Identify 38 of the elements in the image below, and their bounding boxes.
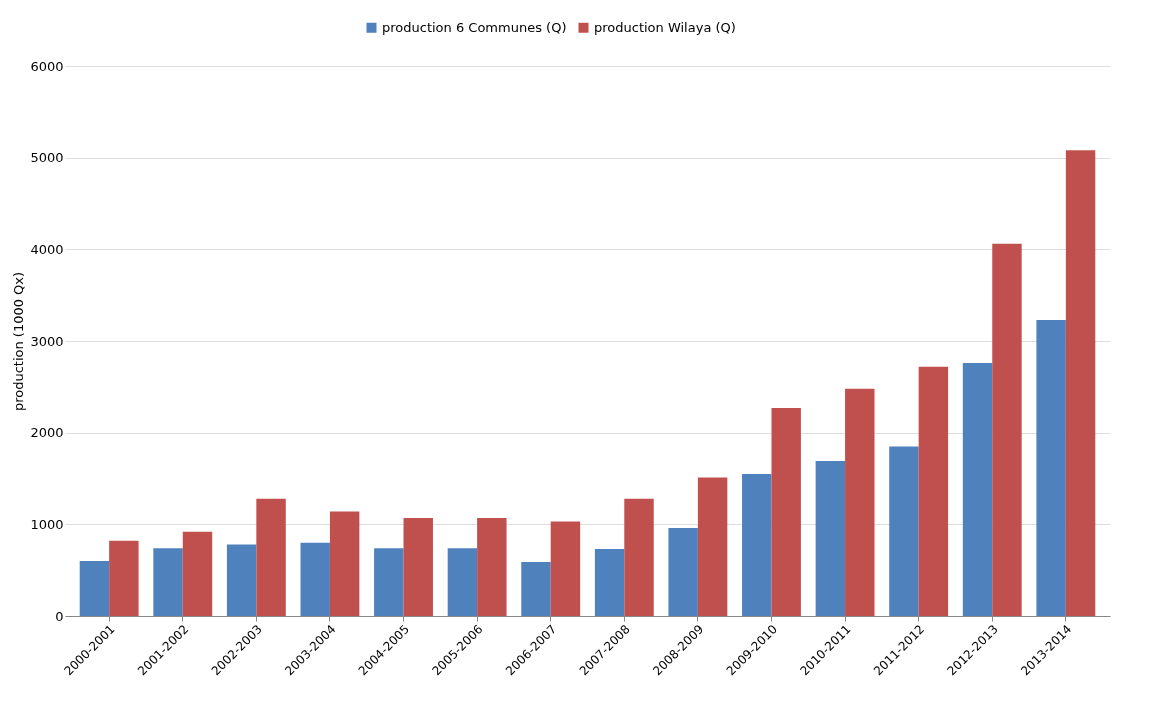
legend-label: production 6 Communes (Q): [382, 19, 567, 35]
legend-label: production Wilaya (Q): [594, 19, 736, 35]
bar: [742, 473, 772, 616]
bar: [594, 549, 625, 616]
y-tick-label: 5000: [30, 150, 64, 166]
y-tick-label: 2000: [30, 425, 64, 441]
bar: [447, 548, 478, 616]
bar: [403, 517, 433, 616]
bar: [771, 407, 801, 616]
y-tick-label: 6000: [30, 58, 64, 74]
bar: [477, 517, 507, 616]
bar: [182, 531, 213, 616]
bar: [668, 528, 698, 616]
y-tick-label: 4000: [30, 241, 64, 257]
bar: [153, 548, 183, 616]
bar: [1065, 150, 1096, 616]
bar: [374, 548, 404, 616]
y-tick-label: 0: [55, 608, 64, 624]
bar: [962, 363, 993, 616]
bar: [845, 388, 875, 616]
y-tick-label: 3000: [30, 333, 64, 349]
bar: [79, 561, 110, 616]
bar: [550, 521, 581, 616]
bar: [329, 511, 360, 616]
bar: [918, 366, 949, 616]
bar: [521, 561, 551, 616]
bar: [889, 446, 919, 616]
bar: [300, 542, 330, 616]
bar: [109, 540, 139, 616]
y-axis-title: production (1000 Qx): [11, 271, 27, 412]
y-tick-label: 1000: [30, 516, 64, 532]
bar: [697, 477, 728, 616]
bar: [1036, 319, 1066, 616]
bar: [815, 461, 846, 616]
bar: [226, 544, 257, 616]
bar: [256, 498, 286, 616]
bar: [624, 498, 654, 616]
bar: [992, 243, 1022, 616]
